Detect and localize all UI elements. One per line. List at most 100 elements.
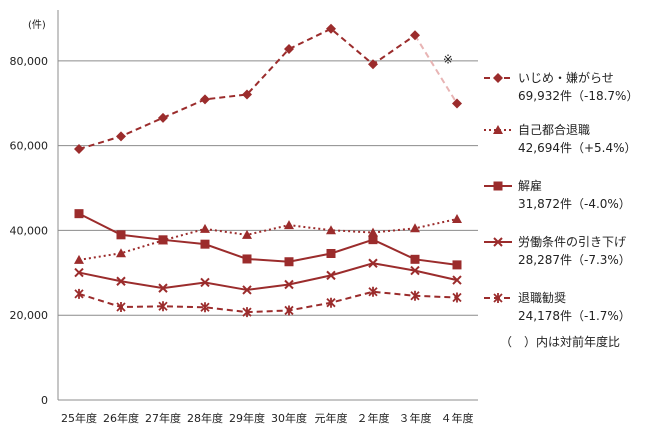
data-point (116, 248, 126, 258)
data-point (368, 235, 378, 245)
legend-label: 退職勧奨 (518, 291, 566, 305)
data-point (284, 305, 294, 316)
data-point (74, 144, 84, 155)
y-tick-label: 40,000 (10, 224, 49, 237)
annotations: ※ （ ）内は対前年度比 (443, 52, 620, 349)
gridlines (58, 60, 478, 316)
data-point (326, 248, 336, 258)
data-point (200, 239, 210, 249)
data-point (284, 279, 294, 290)
data-point (74, 267, 84, 278)
data-point (452, 214, 462, 224)
x-tick-label: ３年度 (399, 411, 432, 425)
data-point (158, 283, 168, 293)
data-point (242, 254, 252, 264)
legend-item: 解雇 31,872件（-4.0%） (484, 178, 631, 211)
data-point (326, 23, 336, 34)
axes: 0 20,000 40,000 60,000 80,000 (件) 25年度 26年度 27年度… (10, 10, 478, 425)
data-point (493, 125, 503, 134)
data-point (410, 30, 420, 41)
y-tick-label: 0 (41, 394, 48, 407)
series-layer (74, 23, 462, 318)
data-point (284, 220, 294, 230)
x-tick-label: 29年度 (229, 411, 265, 425)
legend-detail: 42,694件（+5.4%） (518, 141, 637, 155)
data-point (326, 270, 336, 281)
data-point (242, 229, 252, 239)
data-point (74, 209, 84, 219)
series-line-break-segment (414, 34, 458, 105)
series-line (78, 212, 458, 266)
data-point (200, 223, 210, 233)
legend-detail: 31,872件（-4.0%） (518, 197, 631, 211)
x-tick-label: 26年度 (103, 411, 139, 425)
series-line (78, 27, 416, 151)
legend-label: 自己都合退職 (518, 122, 590, 137)
data-point (284, 257, 294, 267)
footnote: （ ）内は対前年度比 (500, 334, 620, 349)
x-tick-label: 27年度 (145, 411, 181, 425)
data-point (452, 275, 462, 285)
data-point (410, 254, 420, 264)
data-point (368, 286, 378, 297)
break-note: ※ (443, 52, 453, 66)
data-point (452, 292, 462, 303)
x-tick-label: 30年度 (271, 411, 307, 425)
data-point (200, 277, 210, 288)
data-point (116, 276, 126, 286)
data-point (326, 297, 336, 308)
data-point (158, 235, 168, 245)
data-point (493, 181, 503, 191)
series-line (78, 290, 458, 314)
y-tick-label: 60,000 (10, 140, 49, 153)
data-point (74, 288, 84, 299)
legend-detail: 28,287件（-7.3%） (518, 253, 631, 267)
data-point (493, 73, 503, 83)
data-point (158, 301, 168, 312)
legend-label: 労働条件の引き下げ (518, 235, 626, 249)
data-point (368, 258, 378, 268)
x-tick-label: 28年度 (187, 411, 223, 425)
x-tick-label: ４年度 (441, 411, 474, 425)
y-unit-label: (件) (28, 19, 46, 31)
data-point (242, 307, 252, 318)
data-point (200, 94, 210, 105)
legend-detail: 24,178件（-1.7%） (518, 309, 631, 323)
legend-detail: 69,932件（-18.7%） (518, 89, 638, 103)
data-point (368, 59, 378, 70)
data-point (116, 230, 126, 240)
data-point (284, 44, 294, 55)
data-point (493, 293, 503, 303)
data-point (452, 260, 462, 270)
data-point (410, 223, 420, 233)
x-tick-label: 元年度 (315, 411, 348, 425)
data-point (368, 227, 378, 237)
data-point (116, 131, 126, 142)
legend: いじめ・嫌がらせ 69,932件（-18.7%） 自己都合退職 42,694件（+5.… (484, 70, 638, 323)
legend-item: いじめ・嫌がらせ 69,932件（-18.7%） (484, 70, 638, 103)
legend-item: 自己都合退職 42,694件（+5.4%） (484, 122, 637, 155)
data-point (158, 112, 168, 123)
data-point (493, 237, 503, 247)
data-point (410, 265, 420, 276)
legend-item: 労働条件の引き下げ 28,287件（-7.3%） (484, 235, 631, 267)
legend-label: 解雇 (518, 178, 542, 193)
data-point (452, 98, 462, 109)
data-point (200, 302, 210, 313)
data-point (116, 302, 126, 313)
legend-label: いじめ・嫌がらせ (518, 70, 614, 85)
series-4 (74, 286, 462, 318)
series-1 (74, 214, 462, 264)
series-3 (74, 258, 462, 295)
x-tick-label: ２年度 (357, 411, 390, 425)
series-line (78, 218, 458, 261)
series-line (78, 262, 458, 291)
data-point (74, 254, 84, 264)
data-point (410, 290, 420, 301)
y-tick-label: 20,000 (10, 309, 49, 322)
data-point (242, 89, 252, 100)
legend-item: 退職勧奨 24,178件（-1.7%） (484, 291, 631, 323)
x-tick-label: 25年度 (61, 411, 97, 425)
y-tick-label: 80,000 (10, 55, 49, 68)
